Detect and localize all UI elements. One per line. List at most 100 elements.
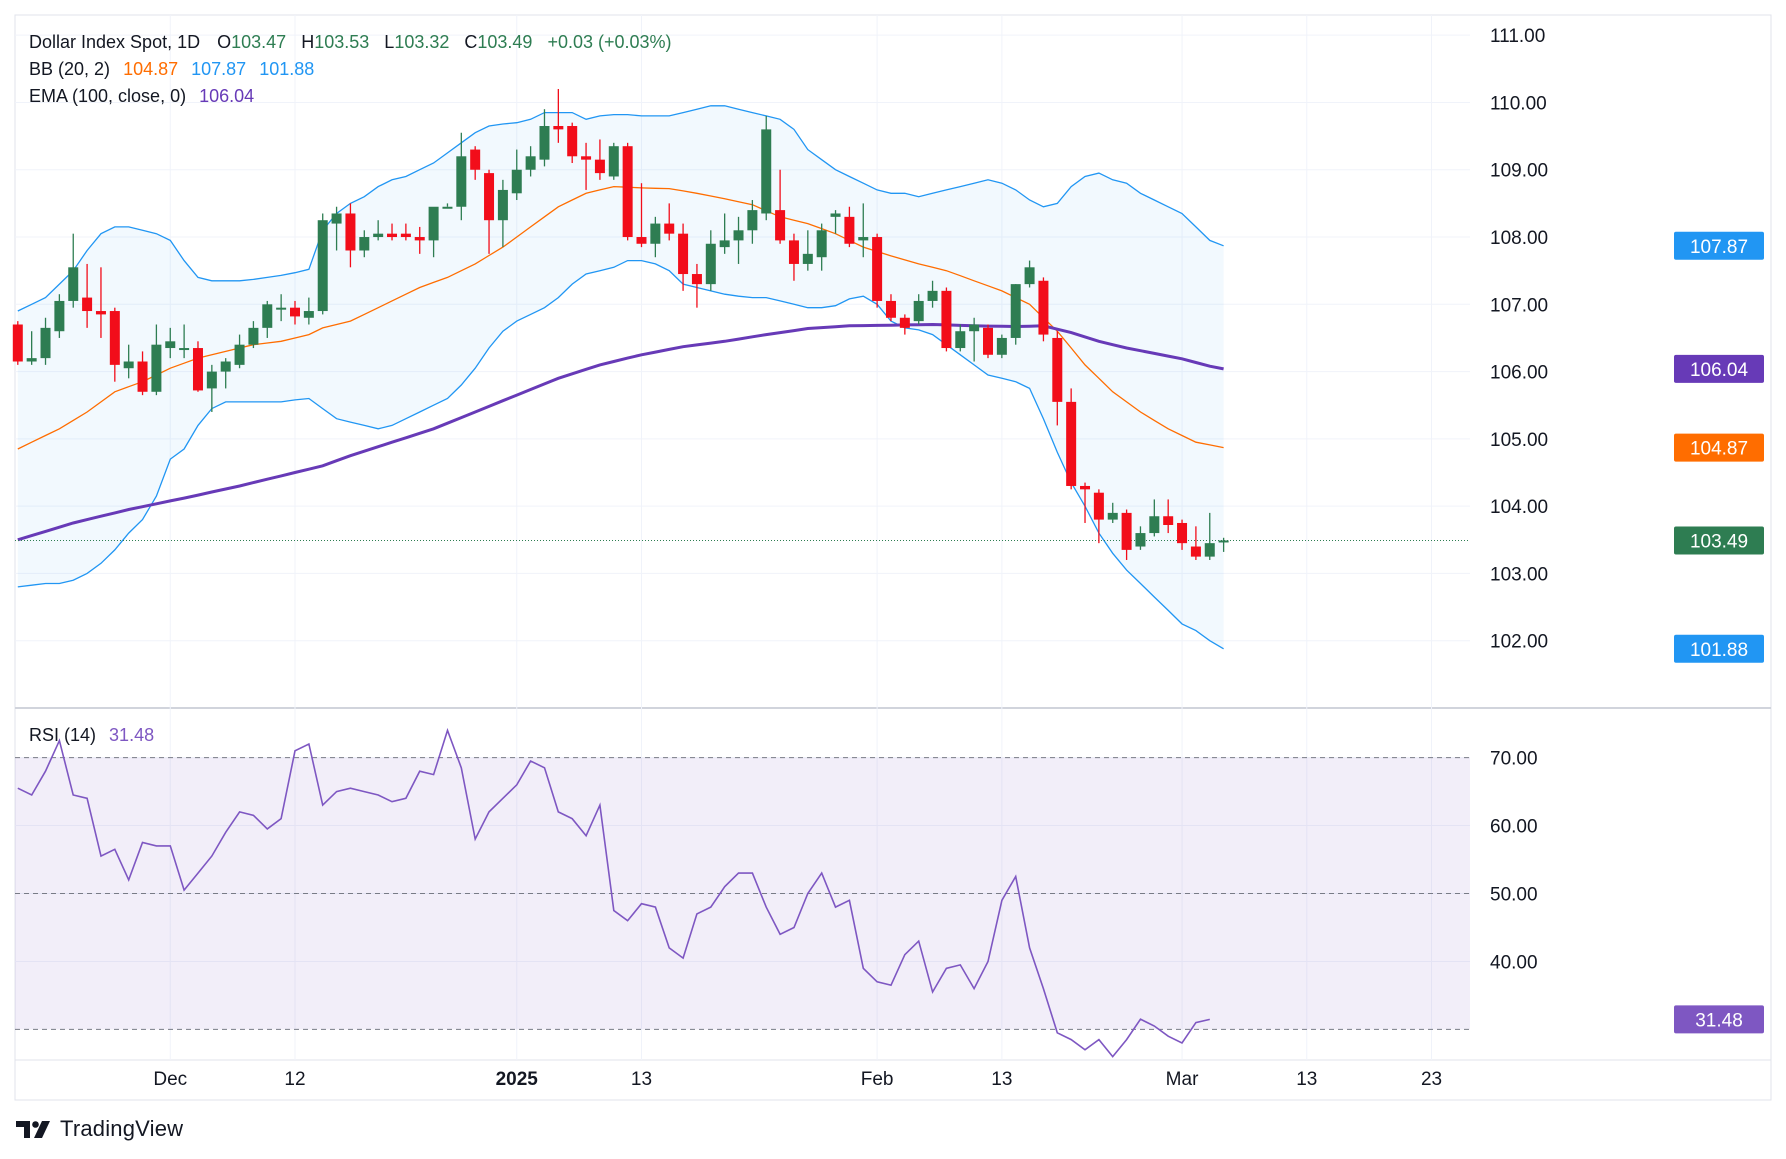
candle[interactable] — [899, 314, 910, 335]
candle[interactable] — [234, 334, 245, 369]
candle[interactable] — [802, 230, 813, 271]
candle[interactable] — [206, 364, 217, 412]
candle[interactable] — [137, 351, 148, 396]
candle[interactable] — [761, 115, 772, 221]
candle[interactable] — [539, 109, 550, 167]
candle[interactable] — [220, 358, 231, 389]
candle[interactable] — [414, 226, 425, 254]
candle[interactable] — [484, 169, 495, 254]
candle[interactable] — [955, 324, 966, 352]
candle[interactable] — [636, 183, 647, 248]
candle[interactable] — [691, 263, 702, 308]
candle[interactable] — [109, 307, 120, 382]
candle[interactable] — [816, 223, 827, 271]
candle[interactable] — [747, 200, 758, 244]
candle[interactable] — [123, 344, 134, 379]
legend-rsi[interactable]: RSI (14) 31.48 — [29, 725, 154, 745]
candle[interactable] — [719, 213, 730, 254]
candle[interactable] — [82, 263, 93, 328]
candle[interactable] — [68, 233, 79, 308]
candle[interactable] — [1163, 499, 1174, 534]
candle[interactable] — [581, 142, 592, 190]
candle[interactable] — [497, 179, 508, 248]
candle[interactable] — [387, 223, 398, 241]
candle[interactable] — [594, 139, 605, 180]
legend-main[interactable]: Dollar Index Spot, 1D O103.47 H103.53 L1… — [29, 32, 672, 52]
candle[interactable] — [553, 89, 564, 143]
candle[interactable] — [705, 230, 716, 291]
price-axis[interactable]: 111.00 110.00 109.00 108.00 107.00 106.00 105.… — [1490, 26, 1548, 653]
candle[interactable] — [1024, 260, 1035, 288]
footer-brand[interactable]: TradingView — [16, 1114, 183, 1144]
rsi-band-fill — [15, 757, 1470, 1030]
candle[interactable] — [885, 294, 896, 322]
candle[interactable] — [1218, 537, 1229, 552]
candle[interactable] — [858, 203, 869, 258]
candle[interactable] — [983, 324, 993, 359]
candle[interactable] — [1010, 284, 1021, 345]
legend-ema[interactable]: EMA (100, close, 0) 106.04 — [29, 86, 254, 106]
candle[interactable] — [331, 206, 342, 251]
candle[interactable] — [95, 267, 106, 338]
candle[interactable] — [1066, 388, 1077, 490]
candle[interactable] — [1190, 526, 1201, 560]
candle[interactable] — [359, 230, 370, 258]
candle[interactable] — [470, 146, 481, 180]
candle[interactable] — [192, 341, 203, 392]
candle[interactable] — [678, 223, 689, 291]
candle[interactable] — [608, 142, 619, 180]
candle-body — [1038, 280, 1049, 335]
candle[interactable] — [913, 294, 924, 325]
candle[interactable] — [317, 213, 328, 315]
candle[interactable] — [1121, 509, 1132, 560]
candle[interactable] — [844, 206, 855, 248]
candle[interactable] — [428, 206, 439, 258]
candle[interactable] — [456, 132, 467, 221]
candle[interactable] — [525, 146, 536, 177]
candles[interactable] — [12, 89, 1229, 560]
candle[interactable] — [179, 324, 190, 359]
rsi-axis[interactable]: 70.00 60.00 50.00 40.00 — [1490, 749, 1538, 974]
candle[interactable] — [622, 142, 633, 241]
candle[interactable] — [1135, 526, 1146, 550]
candle[interactable] — [1107, 502, 1118, 523]
candle[interactable] — [996, 334, 1007, 359]
candle[interactable] — [1080, 482, 1091, 523]
candle[interactable] — [151, 324, 162, 396]
candle[interactable] — [872, 233, 883, 308]
candle[interactable] — [345, 203, 356, 268]
candle[interactable] — [400, 223, 411, 241]
candle[interactable] — [40, 317, 51, 365]
candle[interactable] — [303, 297, 314, 325]
candle[interactable] — [927, 280, 938, 308]
candle[interactable] — [775, 169, 786, 244]
candle[interactable] — [511, 149, 522, 201]
candle[interactable] — [788, 233, 799, 281]
candle[interactable] — [54, 294, 65, 338]
candle[interactable] — [1177, 519, 1188, 550]
candle[interactable] — [650, 216, 661, 258]
candle[interactable] — [1038, 277, 1049, 342]
candle[interactable] — [442, 203, 453, 209]
candle[interactable] — [941, 287, 952, 352]
candle[interactable] — [567, 122, 578, 164]
candle[interactable] — [373, 220, 384, 241]
candle[interactable] — [830, 210, 841, 234]
candle[interactable] — [290, 300, 300, 325]
candle[interactable] — [969, 317, 980, 362]
candle[interactable] — [12, 321, 23, 365]
candle[interactable] — [1204, 512, 1215, 560]
candle[interactable] — [1093, 489, 1104, 544]
candle[interactable] — [26, 331, 37, 365]
candle[interactable] — [1052, 331, 1063, 426]
candle[interactable] — [1149, 499, 1160, 537]
candle[interactable] — [262, 300, 273, 338]
candle[interactable] — [664, 203, 675, 241]
candle[interactable] — [276, 294, 287, 322]
candle[interactable] — [165, 327, 176, 359]
candle[interactable] — [248, 321, 259, 349]
time-axis[interactable]: Dec 12 2025 13 Feb 13 Mar 13 23 — [153, 1069, 1442, 1090]
legend-bb[interactable]: BB (20, 2) 104.87 107.87 101.88 — [29, 59, 314, 79]
candle[interactable] — [733, 216, 744, 264]
